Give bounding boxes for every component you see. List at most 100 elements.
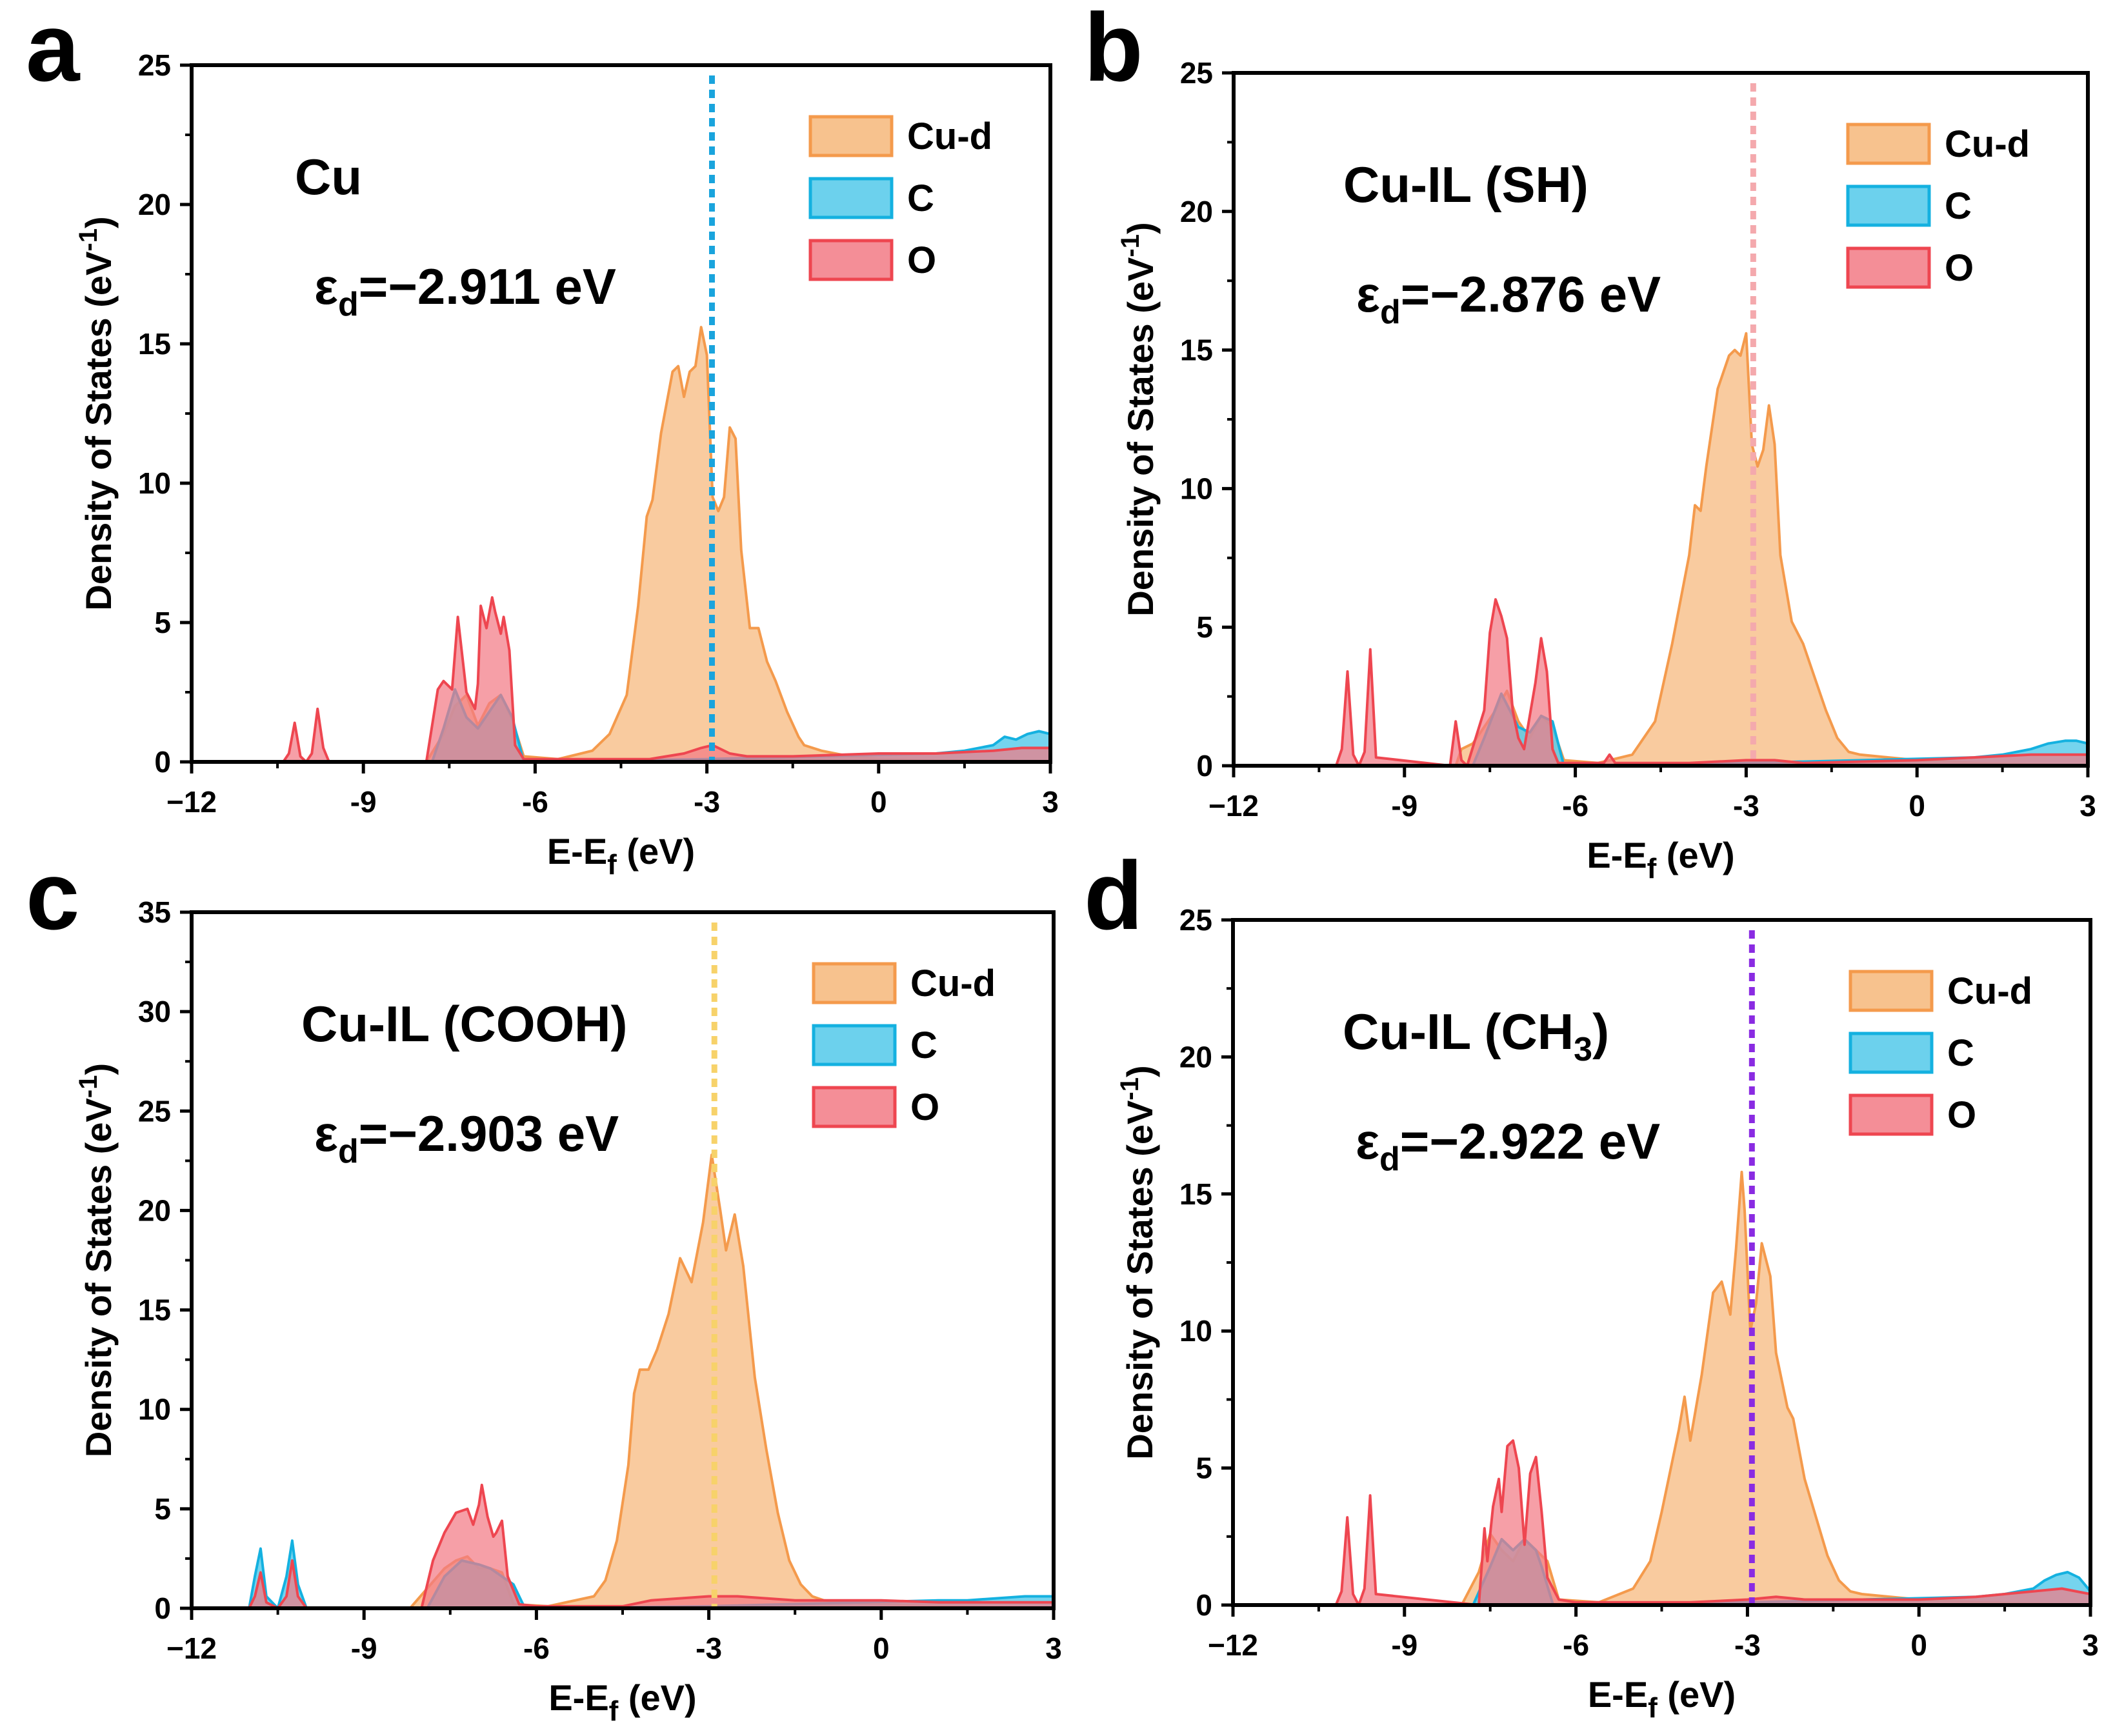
series-cu-d-area — [1233, 1172, 2090, 1605]
x-tick-label: -6 — [1562, 789, 1588, 823]
panel-label: b — [1084, 0, 1143, 101]
legend: Cu-d CO — [1846, 123, 2030, 289]
y-tick-label: 0 — [154, 1591, 171, 1625]
legend-label: Cu-d — [1947, 970, 2032, 1012]
panel-label: a — [26, 0, 81, 101]
plot-area — [1233, 1170, 2090, 1605]
x-tick-label: -3 — [696, 1631, 722, 1665]
series-o-line — [192, 1483, 1054, 1608]
y-tick-label: 15 — [1180, 334, 1213, 367]
legend-swatch — [1846, 246, 1931, 289]
x-tick-label: -9 — [1391, 789, 1418, 823]
plot-area — [192, 326, 1050, 762]
y-tick-label: 15 — [138, 1293, 171, 1327]
x-tick-label: −12 — [166, 785, 217, 819]
y-tick-label: 35 — [138, 895, 171, 929]
x-axis-label: E-Ef (eV) — [547, 831, 695, 881]
series-o-line — [1233, 1439, 2090, 1605]
series-cu-d-line — [1234, 332, 2088, 766]
panel-b: −12 -9 -6 -3 0 3 0 5 10 15 20 25 E-Ef (eV) Density of… — [1084, 0, 2096, 884]
x-tick-label: -9 — [1391, 1628, 1418, 1662]
legend-swatch — [1849, 1093, 1934, 1136]
series-o-line — [1234, 598, 2088, 766]
panel-a: −12 -9 -6 -3 0 3 0 5 10 15 20 25 E-Ef (eV) Density of… — [26, 0, 1059, 881]
x-tick-label: 0 — [870, 785, 887, 819]
legend-swatch — [812, 1024, 897, 1066]
y-tick-label: 10 — [138, 466, 171, 500]
legend-label: Cu-d — [910, 963, 996, 1004]
x-tick-label: -6 — [523, 1631, 550, 1665]
legend-label: C — [1945, 185, 1972, 227]
series-o-line — [192, 596, 1050, 762]
d-band-center-annotation: εd=−2.911 eV — [314, 258, 616, 323]
legend-swatch — [812, 1086, 897, 1128]
d-band-center-annotation: εd=−2.876 eV — [1356, 266, 1661, 331]
y-tick-label: 5 — [1196, 610, 1213, 644]
x-tick-label: -6 — [1563, 1628, 1589, 1662]
legend-swatch — [1846, 123, 1931, 165]
y-tick-label: 20 — [1179, 1040, 1212, 1073]
x-tick-label: 3 — [1042, 785, 1059, 819]
legend: Cu-d CO — [808, 115, 992, 281]
legend-label: O — [910, 1086, 939, 1128]
sample-title: Cu — [295, 148, 362, 205]
series-cu-d-line — [192, 326, 1050, 762]
legend-label: Cu-d — [1945, 123, 2030, 165]
legend: Cu-d CO — [812, 962, 996, 1128]
d-band-center-annotation: εd=−2.903 eV — [314, 1105, 619, 1170]
x-tick-label: −12 — [1208, 789, 1259, 823]
x-axis-label: E-Ef (eV) — [548, 1677, 696, 1727]
x-tick-label: 3 — [1045, 1631, 1062, 1665]
x-tick-label: -3 — [694, 785, 720, 819]
y-tick-label: 25 — [1180, 56, 1213, 90]
x-tick-label: -9 — [350, 785, 377, 819]
y-tick-label: 15 — [138, 327, 171, 361]
y-tick-label: 10 — [1179, 1314, 1212, 1348]
legend-label: O — [1945, 247, 1974, 289]
x-axis-label: E-Ef (eV) — [1587, 835, 1734, 884]
y-axis-label: Density of States (eV-1) — [1116, 1065, 1160, 1459]
legend-swatch — [808, 115, 894, 157]
panel-d: −12 -9 -6 -3 0 3 0 5 10 15 20 25 E-Ef (eV) Density of… — [1084, 841, 2099, 1724]
x-tick-label: 3 — [2082, 1628, 2099, 1662]
legend-swatch — [1846, 185, 1931, 227]
legend: Cu-d CO — [1849, 970, 2032, 1136]
x-tick-label: -3 — [1733, 789, 1759, 823]
legend-label: O — [907, 239, 936, 281]
x-tick-label: 0 — [1909, 789, 1925, 823]
x-tick-label: −12 — [1208, 1628, 1258, 1662]
y-tick-label: 10 — [1180, 472, 1213, 505]
x-tick-label: -6 — [522, 785, 548, 819]
series-cu-d-area — [192, 1155, 1054, 1608]
sample-title: Cu-IL (SH) — [1343, 156, 1588, 213]
x-tick-label: −12 — [166, 1631, 217, 1665]
legend-label: O — [1947, 1094, 1976, 1136]
y-tick-label: 10 — [138, 1393, 171, 1426]
y-tick-label: 25 — [138, 48, 171, 82]
x-axis-label: E-Ef (eV) — [1588, 1674, 1736, 1724]
legend-swatch — [812, 962, 897, 1004]
x-tick-label: 3 — [2079, 789, 2096, 823]
legend-label: C — [910, 1024, 937, 1066]
y-tick-label: 0 — [1196, 1588, 1212, 1622]
panel-label: d — [1084, 841, 1143, 950]
legend-swatch — [808, 239, 894, 281]
legend-label: Cu-d — [907, 115, 992, 157]
plot-area — [192, 1153, 1054, 1608]
y-tick-label: 15 — [1179, 1177, 1212, 1211]
y-tick-label: 20 — [138, 1193, 171, 1227]
y-tick-label: 5 — [154, 606, 171, 639]
y-tick-label: 20 — [1180, 195, 1213, 228]
x-tick-label: -3 — [1734, 1628, 1761, 1662]
y-tick-label: 20 — [138, 188, 171, 221]
plot-area — [1234, 332, 2088, 766]
sample-title: Cu-IL (CH3) — [1343, 1003, 1609, 1068]
y-axis-label: Density of States (eV-1) — [74, 216, 119, 610]
y-axis-label: Density of States (eV-1) — [1116, 222, 1161, 616]
y-tick-label: 5 — [154, 1492, 171, 1526]
y-tick-label: 30 — [138, 995, 171, 1028]
d-band-center-annotation: εd=−2.922 eV — [1356, 1113, 1660, 1178]
panel-label: c — [26, 841, 79, 950]
